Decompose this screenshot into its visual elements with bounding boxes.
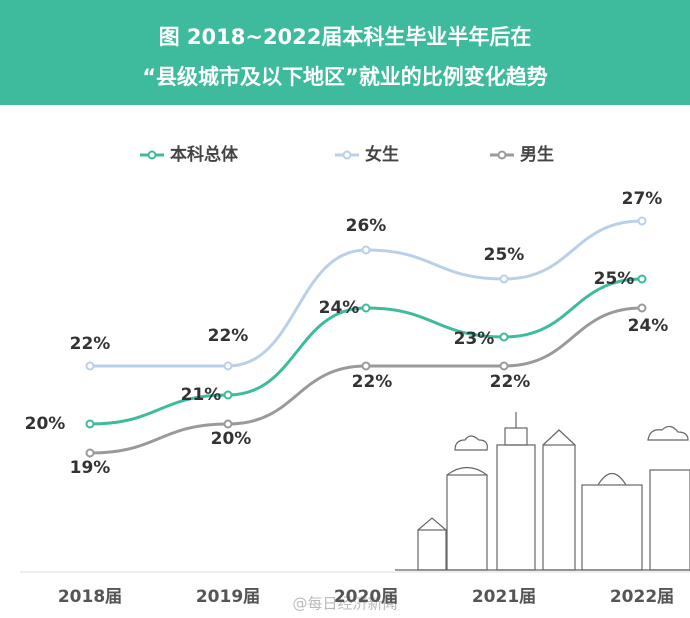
title-banner [0, 0, 690, 105]
data-point [361, 245, 371, 255]
data-point [499, 332, 509, 342]
x-tick-label: 2021届 [472, 587, 536, 607]
legend-label: 男生 [520, 144, 554, 165]
data-label: 25% [594, 269, 635, 289]
data-point [223, 361, 233, 371]
series-line [90, 219, 643, 368]
series-line [89, 277, 643, 426]
data-point [499, 274, 509, 284]
data-label: 19% [70, 458, 111, 478]
legend-label: 本科总体 [170, 144, 239, 165]
data-label: 25% [484, 245, 525, 265]
data-point [223, 390, 233, 400]
data-point [499, 361, 509, 371]
data-label: 24% [628, 316, 669, 336]
watermark: @每日经济新闻 [292, 595, 397, 613]
legend-marker [342, 150, 352, 160]
data-label: 22% [70, 334, 111, 354]
data-point [361, 303, 371, 313]
data-point [85, 419, 95, 429]
x-tick-label: 2020届 [334, 587, 398, 607]
chart-title: “县级城市及以下地区”就业的比例变化趋势 [142, 65, 548, 89]
data-label: 22% [490, 372, 531, 392]
data-point [637, 303, 647, 313]
legend-marker [497, 150, 507, 160]
x-tick-label: 2022届 [610, 587, 674, 607]
data-label: 24% [319, 298, 360, 318]
data-point [361, 361, 371, 371]
data-point [85, 361, 95, 371]
data-label: 20% [211, 429, 252, 449]
data-label: 26% [346, 216, 387, 236]
x-tick-label: 2018届 [58, 587, 122, 607]
data-point [637, 216, 647, 226]
data-label: 21% [181, 385, 222, 405]
legend-label: 女生 [365, 144, 399, 165]
data-label: 27% [622, 189, 663, 209]
data-point [85, 448, 95, 458]
data-label: 22% [208, 326, 249, 346]
data-point [223, 419, 233, 429]
city-illustration [395, 412, 690, 571]
data-label: 20% [25, 414, 66, 434]
legend-marker [147, 150, 157, 160]
data-point [637, 274, 647, 284]
data-label: 23% [454, 329, 495, 349]
data-label: 22% [352, 372, 393, 392]
chart-title: 图 2018~2022届本科生毕业半年后在 [159, 25, 532, 49]
x-tick-label: 2019届 [196, 587, 260, 607]
